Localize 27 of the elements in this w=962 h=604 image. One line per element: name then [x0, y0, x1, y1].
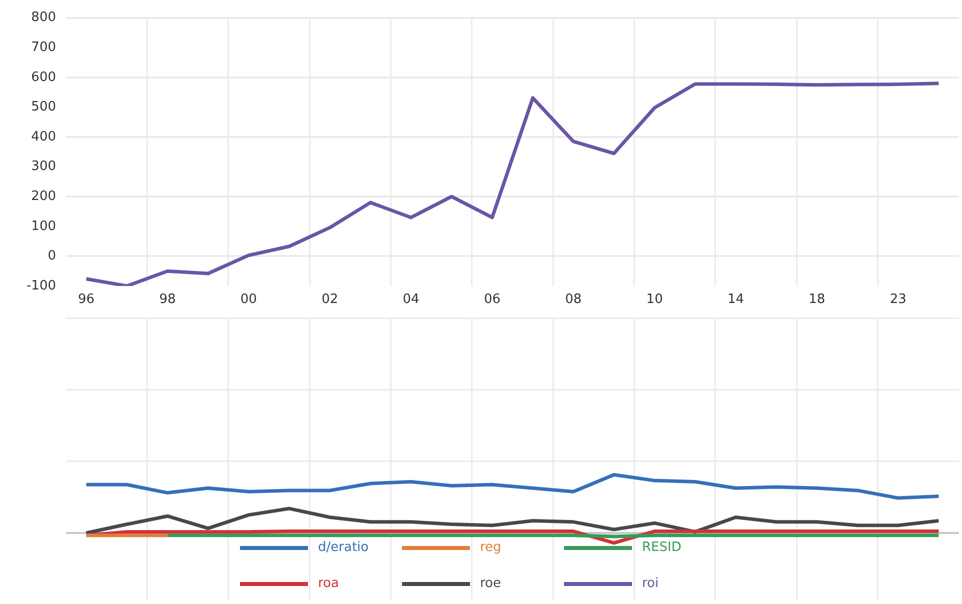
x-tick-label: 00	[240, 292, 257, 308]
y-tick-label: 800	[31, 10, 56, 26]
text: roi	[642, 576, 659, 591]
text: reg	[480, 540, 502, 555]
y-tick-label: 0	[48, 248, 56, 264]
x-tick-label: 06	[484, 292, 500, 308]
text: roa	[318, 576, 339, 591]
series-label: RESID	[642, 540, 682, 555]
y-tick-label: 500	[31, 100, 56, 115]
y-tick-label: 700	[31, 40, 56, 55]
x-tick-label: 14	[727, 292, 744, 308]
x-tick-label: 98	[159, 292, 176, 308]
text: d/eratio	[318, 540, 369, 555]
x-tick-label: 08	[565, 292, 582, 308]
y-tick-label: -100	[26, 278, 56, 294]
x-tick-label: 02	[322, 292, 338, 308]
y-tick-label: 200	[31, 188, 56, 204]
y-tick-label: 100	[31, 218, 56, 234]
y-tick-label: 600	[31, 70, 56, 85]
x-tick-label: 96	[78, 292, 95, 308]
text: roe	[480, 576, 502, 591]
x-tick-label: 04	[402, 292, 420, 308]
x-tick-label: 18	[808, 292, 826, 308]
y-tick-label: 400	[31, 129, 56, 144]
x-tick-label: 10	[646, 292, 663, 308]
y-tick-label: 300	[31, 159, 56, 174]
x-tick-label: 23	[890, 292, 906, 308]
